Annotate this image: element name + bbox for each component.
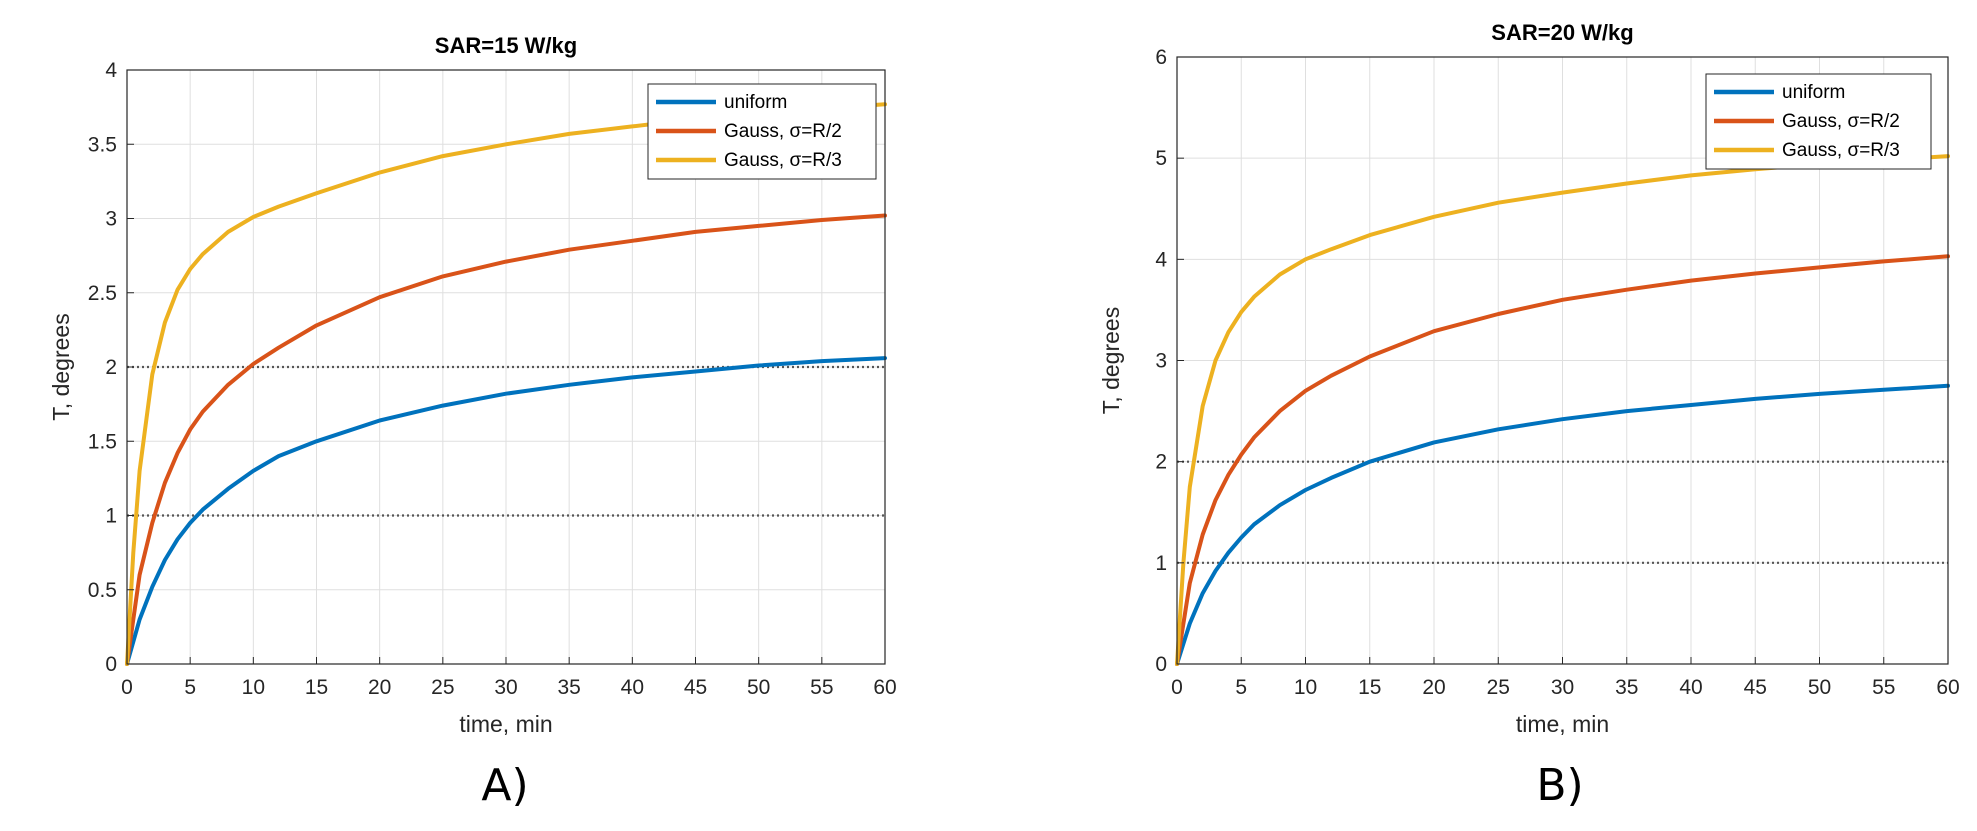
y-tick-label: 0 bbox=[1155, 653, 1167, 676]
x-tick-label: 0 bbox=[121, 676, 133, 699]
x-tick-label: 35 bbox=[1615, 676, 1638, 699]
x-tick-label: 45 bbox=[1744, 676, 1767, 699]
series-line-uniform bbox=[1175, 383, 1950, 666]
x-tick-label: 35 bbox=[557, 676, 580, 699]
x-tick-label: 45 bbox=[684, 676, 707, 699]
y-tick-label: 3 bbox=[1155, 350, 1167, 373]
x-tick-label: 15 bbox=[1358, 676, 1381, 699]
y-tick-label: 0.5 bbox=[88, 579, 117, 602]
y-tick-label: 3.5 bbox=[88, 133, 117, 156]
y-tick-label: 1.5 bbox=[88, 430, 117, 453]
x-tick-label: 30 bbox=[494, 676, 517, 699]
x-axis-label: time, min bbox=[1516, 711, 1609, 737]
legend-label: Gauss, σ=R/3 bbox=[724, 150, 842, 171]
x-tick-label: 25 bbox=[1487, 676, 1510, 699]
x-tick-label: 55 bbox=[1872, 676, 1895, 699]
x-tick-label: 60 bbox=[873, 676, 896, 699]
legend-label: Gauss, σ=R/3 bbox=[1782, 140, 1900, 161]
legend-label: Gauss, σ=R/2 bbox=[724, 121, 842, 142]
series-line-gauss_r3 bbox=[1175, 154, 1950, 666]
x-axis-label: time, min bbox=[459, 711, 552, 737]
legend: uniform Gauss, σ=R/2 Gauss, σ=R/3 bbox=[1705, 73, 1932, 170]
y-tick-label: 0 bbox=[105, 653, 117, 676]
x-tick-label: 20 bbox=[1422, 676, 1445, 699]
legend-label: uniform bbox=[1782, 82, 1845, 103]
chart-title: SAR=20 W/kg bbox=[1491, 20, 1633, 45]
x-tick-label: 30 bbox=[1551, 676, 1574, 699]
x-tick-label: 50 bbox=[1808, 676, 1831, 699]
x-tick-label: 40 bbox=[1679, 676, 1702, 699]
y-tick-label: 1 bbox=[105, 505, 117, 528]
legend: uniform Gauss, σ=R/2 Gauss, σ=R/3 bbox=[647, 83, 877, 180]
legend-label: uniform bbox=[724, 92, 787, 113]
x-tick-label: 0 bbox=[1171, 676, 1183, 699]
x-tick-label: 10 bbox=[242, 676, 265, 699]
x-tick-label: 5 bbox=[184, 676, 196, 699]
series-line-uniform bbox=[125, 356, 887, 666]
x-tick-label: 60 bbox=[1936, 676, 1959, 699]
x-tick-label: 10 bbox=[1294, 676, 1317, 699]
panel-label: A) bbox=[481, 760, 528, 811]
x-tick-label: 20 bbox=[368, 676, 391, 699]
y-axis-label: T, degrees bbox=[1098, 307, 1124, 414]
y-tick-label: 5 bbox=[1155, 147, 1167, 170]
y-tick-label: 2.5 bbox=[88, 282, 117, 305]
y-tick-label: 1 bbox=[1155, 552, 1167, 575]
y-axis-label: T, degrees bbox=[48, 313, 74, 420]
series-line-gauss_r2 bbox=[125, 213, 887, 666]
y-tick-label: 2 bbox=[1155, 451, 1167, 474]
y-tick-label: 2 bbox=[105, 356, 117, 379]
panel-label: B) bbox=[1536, 760, 1583, 811]
y-tick-label: 3 bbox=[105, 208, 117, 231]
x-tick-label: 50 bbox=[747, 676, 770, 699]
y-tick-label: 4 bbox=[105, 59, 117, 82]
x-tick-label: 25 bbox=[431, 676, 454, 699]
chart-title: SAR=15 W/kg bbox=[435, 33, 577, 58]
y-tick-label: 4 bbox=[1155, 248, 1167, 271]
series-line-gauss_r2 bbox=[1175, 254, 1950, 666]
x-tick-label: 15 bbox=[305, 676, 328, 699]
x-tick-label: 55 bbox=[810, 676, 833, 699]
y-tick-label: 6 bbox=[1155, 46, 1167, 69]
legend-label: Gauss, σ=R/2 bbox=[1782, 111, 1900, 132]
chart-a: 0 5 10 15 20 25 30 35 40 45 50 55 60 0 0.5 1 1.5 2 2.5 3 3.5… bbox=[48, 33, 897, 811]
x-tick-label: 5 bbox=[1235, 676, 1247, 699]
x-tick-label: 40 bbox=[621, 676, 644, 699]
